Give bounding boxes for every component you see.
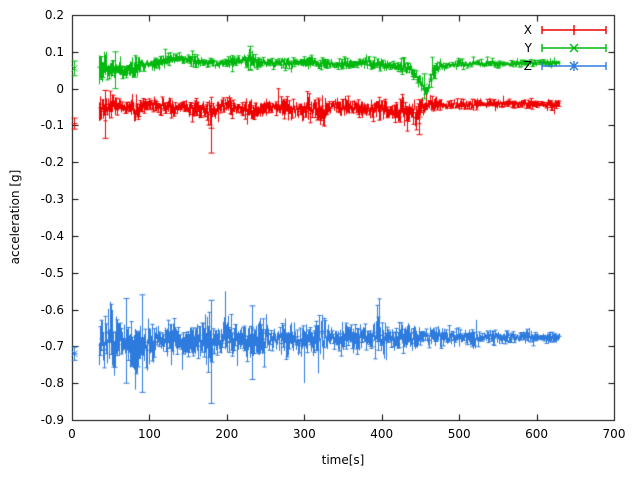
legend-entry-y: Y (522, 39, 607, 57)
x-tick-label: 700 (602, 427, 626, 441)
y-tick-label: -0.5 (40, 265, 64, 280)
y-axis-title: acceleration [g] (8, 169, 22, 265)
y-tick-label: -0.2 (40, 155, 64, 170)
legend-entry-z: Z (522, 57, 607, 75)
legend: X Y Z (522, 21, 607, 75)
x-tick-label: 300 (292, 427, 316, 441)
legend-errorbar-sample-y-icon (541, 43, 607, 53)
y-tick-label: -0.9 (40, 413, 64, 427)
y-tick-label: -0.7 (40, 339, 64, 354)
x-tick-label: 500 (447, 427, 471, 441)
legend-label-z: Z (523, 59, 532, 73)
y-tick-label: -0.4 (40, 228, 64, 243)
x-tick-label: 100 (137, 427, 161, 441)
y-tick-label: 0.1 (44, 44, 64, 59)
x-tick-label: 0 (68, 427, 76, 441)
x-tick-label: 400 (370, 427, 394, 441)
legend-errorbar-sample-x-icon (541, 25, 607, 35)
y-tick-label: -0.1 (40, 118, 64, 133)
legend-entry-x: X (522, 21, 607, 39)
y-tick-label: 0.2 (44, 8, 64, 22)
legend-label-x: X (523, 23, 532, 37)
y-tick-label: 0 (56, 81, 64, 96)
legend-label-y: Y (524, 41, 532, 55)
x-tick-label: 600 (525, 427, 549, 441)
x-tick-label: 200 (215, 427, 239, 441)
x-axis-title: time[s] (321, 453, 365, 467)
y-tick-label: -0.3 (40, 192, 64, 207)
legend-errorbar-sample-z-icon (541, 61, 607, 71)
y-tick-label: -0.6 (40, 302, 64, 317)
y-tick-label: -0.8 (40, 376, 64, 391)
